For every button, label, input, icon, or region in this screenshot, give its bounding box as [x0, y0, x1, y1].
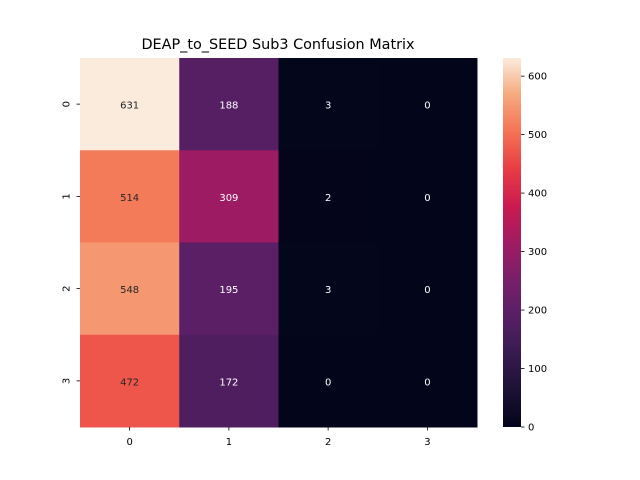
cell-annotation-r0-c2: 3 — [325, 101, 331, 112]
cell-annotation-r2-c0: 548 — [120, 285, 139, 296]
heatmap-cell-r3-c1 — [179, 334, 279, 428]
heatmap-cell-r3-c2 — [278, 334, 379, 428]
cell-annotation-r3-c1: 172 — [219, 377, 238, 388]
cell-annotation-r2-c3: 0 — [424, 285, 430, 296]
heatmap-cell-r2-c0 — [80, 242, 180, 336]
heatmap-cell-r0-c1 — [179, 58, 279, 151]
heatmap-cell-r1-c3 — [377, 150, 478, 243]
x-tick-label-2: 2 — [325, 437, 331, 448]
cell-annotation-r0-c3: 0 — [424, 101, 430, 112]
x-axis: 0 1 2 3 — [126, 427, 431, 448]
y-tick-label-3: 3 — [62, 378, 73, 384]
cell-annotation-r0-c1: 188 — [219, 101, 238, 112]
colorbar-tick-label-2: 200 — [528, 306, 547, 317]
colorbar-tick-label-1: 100 — [528, 364, 547, 375]
y-tick-label-1: 1 — [62, 193, 73, 199]
heatmap-cell-r0-c2 — [278, 58, 379, 151]
cell-annotation-r2-c1: 195 — [219, 285, 238, 296]
colorbar: 0 100 200 300 400 500 600 — [503, 58, 547, 434]
heatmap-cell-r2-c1 — [179, 242, 279, 336]
cell-annotation-r2-c2: 3 — [325, 285, 331, 296]
chart-title: DEAP_to_SEED Sub3 Confusion Matrix — [141, 37, 415, 53]
heatmap-cell-r2-c3 — [377, 242, 478, 336]
x-tick-label-1: 1 — [226, 437, 232, 448]
heatmap-cell-r3-c3 — [377, 334, 478, 428]
colorbar-tick-label-6: 600 — [528, 72, 547, 83]
cell-annotation-r1-c2: 2 — [325, 193, 331, 204]
cell-annotation-r3-c3: 0 — [424, 377, 430, 388]
heatmap-cell-r1-c0 — [80, 150, 180, 243]
colorbar-tick-label-3: 300 — [528, 247, 547, 258]
cell-annotation-r1-c0: 514 — [120, 193, 139, 204]
cell-annotations: 631 188 3 0 514 309 2 0 548 195 3 0 472 172 0 0 — [120, 101, 430, 389]
cell-annotation-r1-c3: 0 — [424, 193, 430, 204]
x-tick-label-3: 3 — [424, 437, 430, 448]
colorbar-tick-label-4: 400 — [528, 189, 547, 200]
y-axis: 0 1 2 3 — [62, 101, 80, 384]
heatmap-cell-r1-c1 — [179, 150, 279, 243]
heatmap-cell-r0-c0 — [80, 58, 180, 151]
cell-annotation-r3-c2: 0 — [325, 377, 331, 388]
colorbar-tick-label-5: 500 — [528, 130, 547, 141]
colorbar-gradient-bar — [503, 58, 521, 427]
colorbar-tick-label-0: 0 — [528, 423, 534, 434]
y-tick-label-2: 2 — [62, 285, 73, 291]
cell-annotation-r1-c1: 309 — [219, 193, 238, 204]
heatmap-cell-r3-c0 — [80, 334, 180, 428]
cell-annotation-r0-c0: 631 — [120, 101, 139, 112]
cell-annotation-r3-c0: 472 — [120, 377, 139, 388]
heatmap-cell-r2-c2 — [278, 242, 379, 336]
y-tick-label-0: 0 — [62, 101, 73, 107]
heatmap-cells — [80, 58, 478, 428]
x-tick-label-0: 0 — [126, 437, 132, 448]
heatmap-cell-r1-c2 — [278, 150, 379, 243]
heatmap-cell-r0-c3 — [377, 58, 478, 151]
